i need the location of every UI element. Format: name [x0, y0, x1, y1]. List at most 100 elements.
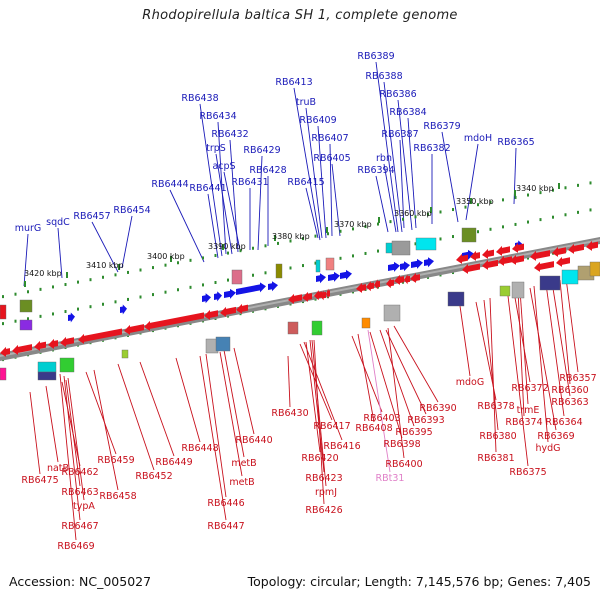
gene-label: RB6463 — [61, 487, 98, 498]
gene-label: natB — [47, 463, 69, 474]
mid-tick — [364, 251, 367, 255]
upper-tick — [89, 278, 92, 282]
scale-label: 3420 kbp — [24, 269, 62, 278]
connector — [385, 329, 427, 415]
upper-tick — [389, 220, 392, 224]
mid-tick — [64, 310, 67, 314]
upper-tick — [364, 224, 367, 228]
connector — [519, 289, 529, 405]
mid-tick — [164, 290, 167, 294]
gene-label: truB — [296, 97, 316, 108]
gene-label: RB6380 — [479, 431, 516, 442]
reverse-gene — [12, 344, 32, 355]
connector — [483, 299, 499, 431]
feature-box — [275, 263, 283, 279]
feature-box — [361, 317, 371, 329]
reverse-gene — [288, 293, 302, 304]
mid-tick — [439, 237, 442, 241]
gene-label: RB6413 — [275, 77, 312, 88]
connector — [205, 353, 227, 498]
gene-label: RB6417 — [313, 421, 350, 432]
reverse-gene — [462, 263, 480, 274]
connector — [85, 371, 117, 455]
gene-label: RB6447 — [207, 521, 244, 532]
upper-tick — [239, 249, 242, 253]
connector — [305, 187, 319, 239]
gene-label: RB6440 — [235, 435, 272, 446]
forward-gene — [424, 257, 434, 268]
connector — [387, 327, 405, 459]
connector — [529, 287, 557, 431]
feature-box — [589, 261, 600, 277]
gene-label: RB6423 — [305, 473, 342, 484]
mid-tick — [52, 312, 54, 316]
connector — [121, 215, 133, 269]
mid-tick — [264, 271, 267, 275]
gene-label: typA — [73, 501, 95, 512]
gene-label: RB6444 — [151, 179, 188, 190]
gene-label: sqdC — [46, 217, 70, 228]
connector — [91, 221, 119, 273]
feature-box — [383, 304, 401, 322]
connector — [383, 163, 397, 233]
connector — [559, 279, 571, 385]
gene-label: RB6375 — [509, 467, 546, 478]
gene-label: RB6434 — [199, 111, 236, 122]
feature-box — [59, 357, 75, 373]
gene-label: RB6457 — [73, 211, 110, 222]
connector — [215, 153, 233, 255]
mid-tick — [214, 280, 217, 284]
upper-tick — [577, 183, 579, 187]
gene-label: RB6432 — [211, 129, 248, 140]
reverse-gene — [320, 290, 326, 301]
reverse-gene — [556, 256, 570, 267]
forward-gene — [236, 282, 266, 295]
gene-label: RB6400 — [385, 459, 422, 470]
connector — [489, 297, 497, 453]
connector — [465, 143, 479, 221]
reverse-gene — [482, 248, 494, 259]
upper-tick — [552, 188, 554, 192]
connector — [565, 277, 579, 373]
mid-tick — [2, 322, 4, 326]
forward-gene — [224, 288, 236, 299]
gene-label: RB6475 — [21, 475, 58, 486]
gene-label: RB6357 — [559, 373, 596, 384]
reverse-gene — [0, 346, 10, 357]
connector — [375, 175, 389, 233]
mid-tick — [377, 249, 379, 253]
mid-tick — [489, 227, 492, 231]
connector — [139, 361, 175, 457]
mid-tick — [89, 305, 92, 309]
connector — [357, 333, 375, 423]
reverse-gene — [220, 306, 236, 317]
gene-label: RB6408 — [355, 423, 392, 434]
upper-tick — [477, 203, 479, 207]
upper-tick — [502, 198, 504, 202]
gene-features — [0, 240, 598, 357]
mid-tick — [302, 264, 304, 268]
feature-boxes — [0, 227, 600, 381]
upper-tick — [302, 237, 304, 241]
connector — [65, 379, 81, 487]
upper-tick — [139, 268, 142, 272]
connector — [533, 285, 549, 443]
connector — [63, 375, 81, 521]
connector — [367, 329, 391, 473]
gene-label: RB6415 — [287, 177, 324, 188]
reverse-gene — [568, 243, 584, 254]
feature-box — [287, 321, 299, 335]
mid-tick — [339, 256, 342, 260]
gene-label: RB6403 — [363, 413, 400, 424]
reverse-gene — [144, 312, 204, 331]
gene-label: RB6379 — [423, 121, 460, 132]
gene-label: RB6360 — [551, 385, 588, 396]
connector — [217, 121, 227, 255]
connector — [223, 171, 241, 251]
gene-label: RB6369 — [537, 431, 574, 442]
feature-box — [447, 291, 465, 307]
connector — [375, 61, 399, 233]
upper-tick — [39, 287, 42, 291]
connector — [393, 325, 439, 403]
mid-tick — [102, 302, 104, 306]
